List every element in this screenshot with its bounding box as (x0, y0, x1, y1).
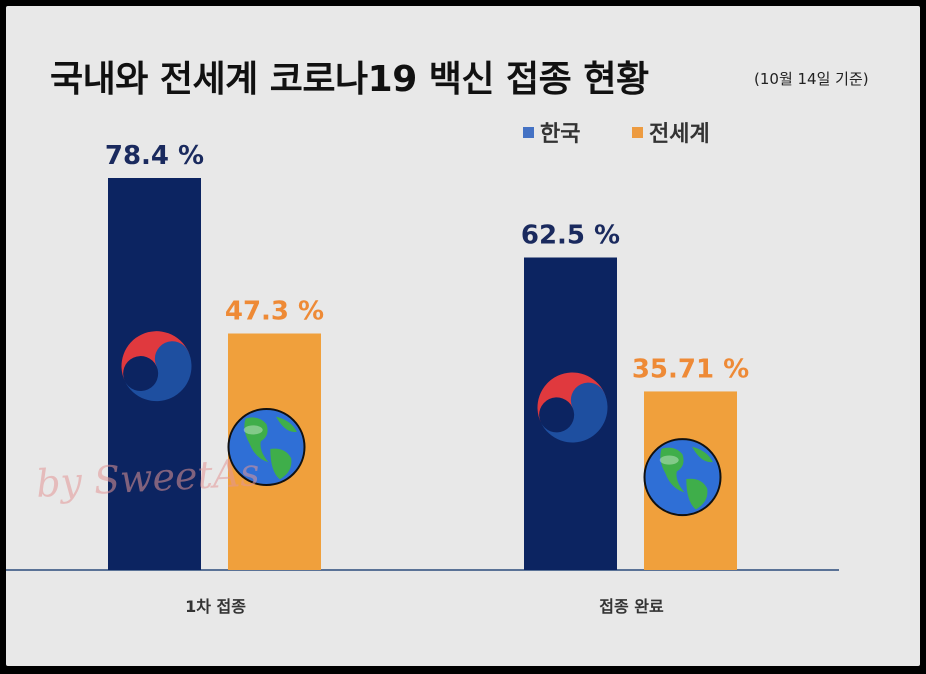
chart-frame: 국내와 전세계 코로나19 백신 접종 현황 (10월 14일 기준) 한국 전… (6, 6, 920, 666)
legend-item-world: 전세계 (632, 116, 710, 148)
data-label-korea-0: 78.4 % (105, 141, 204, 171)
legend-swatch-world (632, 126, 643, 138)
earth-globe-icon-1 (643, 438, 722, 517)
earth-globe-icon-0 (227, 408, 306, 487)
category-label-1: 접종 완료 (599, 597, 664, 616)
legend-label-korea: 한국 (540, 122, 581, 147)
bar-chart: 78.4 % 47.3 % 1차 접종 62.5 % 35.71 % 접종 완료 (6, 141, 839, 616)
legend-item-korea: 한국 (523, 116, 580, 148)
data-label-world-0: 47.3 % (225, 297, 324, 327)
legend-swatch-korea (523, 126, 534, 138)
category-label-0: 1차 접종 (185, 597, 246, 616)
chart-title: 국내와 전세계 코로나19 백신 접종 현황 (50, 59, 649, 100)
data-label-korea-1: 62.5 % (521, 221, 620, 251)
korea-taegeuk-icon-1 (537, 372, 608, 443)
chart-subtitle: (10월 14일 기준) (754, 70, 869, 88)
korea-taegeuk-icon-0 (121, 331, 192, 402)
legend-label-world: 전세계 (649, 122, 710, 147)
data-label-world-1: 35.71 % (632, 354, 749, 384)
